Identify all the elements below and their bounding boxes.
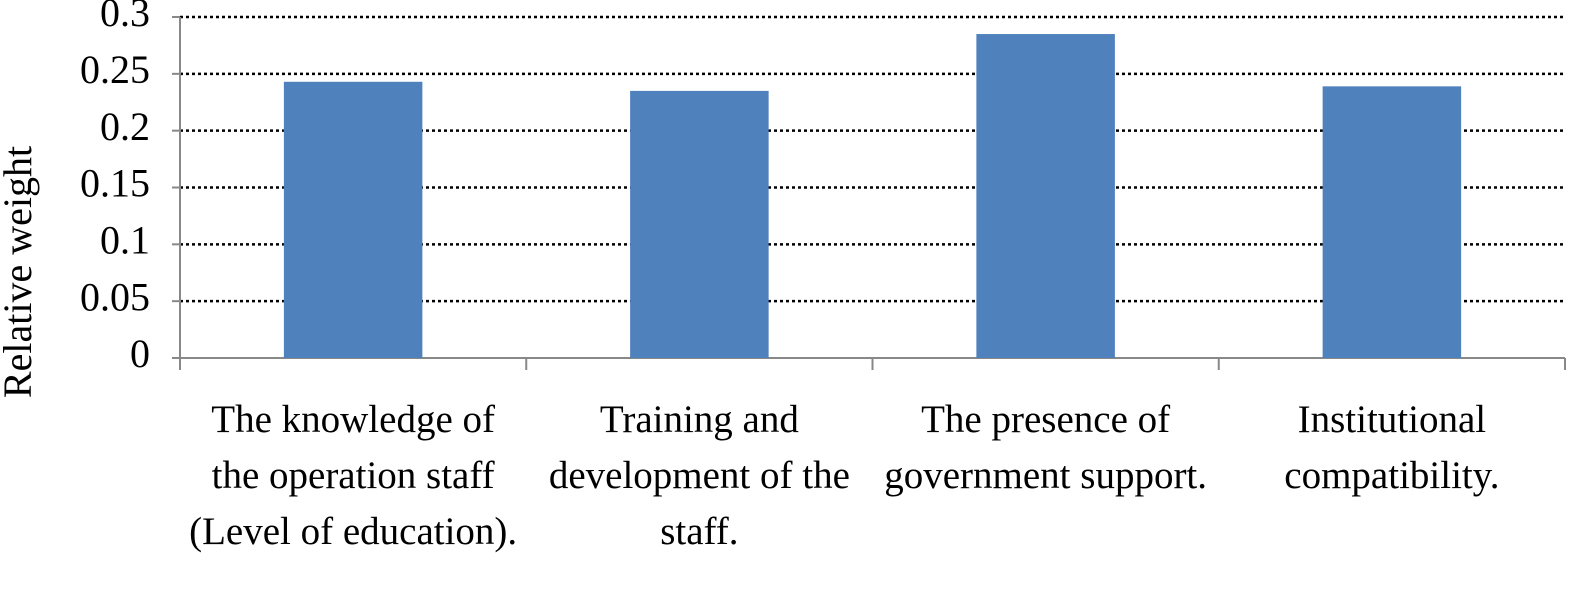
x-tick-label: Institutional compatibility. xyxy=(1284,398,1500,497)
y-tick-label: 0.3 xyxy=(100,0,150,35)
y-tick-label: 0 xyxy=(130,331,150,376)
x-tick-label: The knowledge of the operation staff (Le… xyxy=(189,398,518,553)
y-tick-label: 0.05 xyxy=(80,274,150,319)
y-tick-label: 0.2 xyxy=(100,104,150,149)
bar xyxy=(976,34,1115,359)
y-tick-label: 0.1 xyxy=(100,218,150,263)
bar xyxy=(1322,86,1462,358)
x-tick-label: Training and development of the staff. xyxy=(548,398,850,553)
y-tick-label: 0.25 xyxy=(80,47,150,92)
x-tick-label: The presence of government support. xyxy=(884,398,1208,497)
y-axis-label: Relative weight xyxy=(0,146,40,398)
bar xyxy=(630,90,769,358)
y-tick-label: 0.15 xyxy=(80,161,150,206)
bar xyxy=(283,81,423,358)
